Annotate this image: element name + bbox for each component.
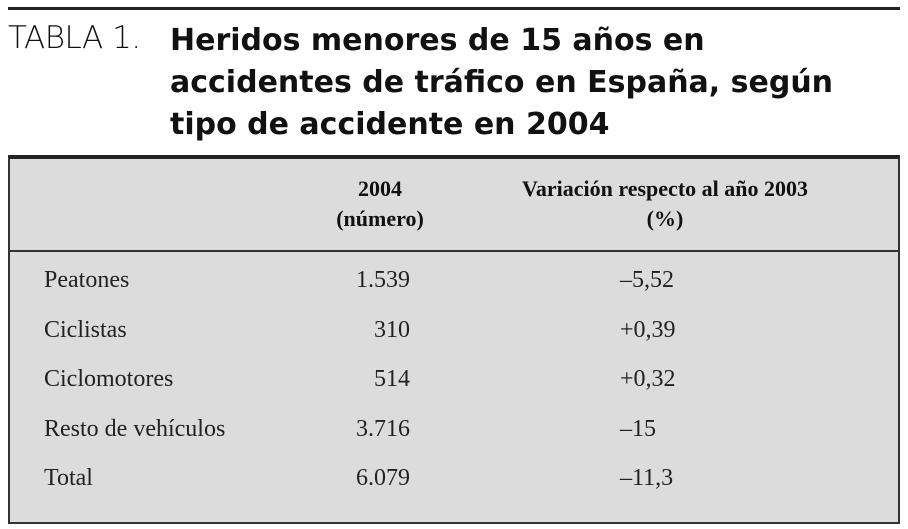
variation-cell: –11,3 (620, 465, 674, 491)
variation-cell: +0,32 (620, 366, 676, 392)
top-rule (8, 7, 900, 10)
header-rule (10, 250, 898, 252)
row-label: Ciclistas (44, 316, 127, 343)
column-header: (número) (336, 206, 424, 231)
variation-cell: +0,39 (620, 316, 676, 343)
column-header: (%) (646, 206, 684, 231)
number-cell: 3.716 (356, 415, 410, 442)
table-label: TABLA 1. (8, 20, 141, 56)
table-title: Heridos menores de 15 años en accidentes… (170, 23, 834, 142)
row-label: Peatones (44, 267, 130, 293)
number-cell: 514 (374, 366, 410, 392)
column-header: Variación respecto al año 2003 (522, 176, 808, 201)
column-header: 2004 (358, 176, 402, 201)
number-cell: 1.539 (356, 267, 410, 293)
variation-cell: –15 (620, 415, 656, 442)
number-cell: 6.079 (356, 465, 410, 491)
row-label: Resto de vehículos (44, 415, 226, 442)
variation-cell: –5,52 (620, 267, 674, 293)
row-label: Ciclomotores (44, 366, 174, 392)
number-cell: 310 (374, 316, 410, 343)
row-label: Total (44, 465, 93, 491)
table: 2004 (número) Variación respecto al año 20… (8, 155, 900, 524)
